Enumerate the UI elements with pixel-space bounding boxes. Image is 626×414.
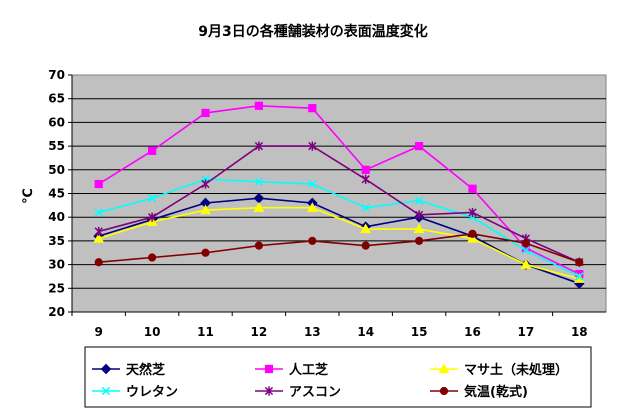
y-tick-label: 60 xyxy=(48,115,65,129)
x-tick-label: 10 xyxy=(144,325,161,339)
legend-label: 天然芝 xyxy=(126,362,165,378)
legend-marker xyxy=(101,386,111,396)
x-tick-label: 9 xyxy=(95,325,103,339)
series-line xyxy=(98,197,580,285)
series-line xyxy=(98,206,580,280)
data-point xyxy=(254,101,264,110)
legend-item: 天然芝 xyxy=(92,362,165,378)
data-point xyxy=(94,208,103,217)
data-point xyxy=(201,179,210,189)
data-point xyxy=(200,204,211,215)
data-point xyxy=(254,177,264,186)
y-tick-label: 70 xyxy=(48,68,65,82)
x-tick-label: 17 xyxy=(518,325,535,339)
y-tick-label: 30 xyxy=(48,258,65,272)
x-tick-label: 16 xyxy=(464,325,481,339)
data-point xyxy=(254,141,264,151)
data-point xyxy=(148,146,157,155)
data-point xyxy=(254,241,263,250)
data-point xyxy=(415,236,424,245)
chart-title: 9月3日の各種舗装材の表面温度変化 xyxy=(198,23,427,40)
data-point xyxy=(94,179,103,189)
series-line xyxy=(98,145,580,263)
data-point xyxy=(306,202,318,212)
y-tick-label: 25 xyxy=(48,281,65,295)
data-point xyxy=(201,248,210,257)
legend-marker xyxy=(438,363,450,374)
series-line xyxy=(98,105,580,275)
series-1 xyxy=(94,101,584,279)
legend-item: マサ土（未処理） xyxy=(430,362,568,378)
x-tick-label: 15 xyxy=(411,325,428,339)
legend-label: アスコン xyxy=(289,385,341,400)
x-tick-label: 12 xyxy=(251,325,268,339)
y-tick-labels: 20 25 30 35 40 45 50 55 60 65 70 xyxy=(48,68,72,319)
data-point xyxy=(414,210,424,220)
data-point xyxy=(147,212,157,222)
x-tick-labels: 9 10 11 12 13 14 15 16 17 18 xyxy=(71,312,588,339)
data-point xyxy=(308,104,317,113)
legend-label: 気温(乾式) xyxy=(464,384,528,400)
gridlines xyxy=(72,98,606,289)
legend-label: ウレタン xyxy=(126,385,178,400)
x-tick-label: 13 xyxy=(304,325,321,339)
legend-marker xyxy=(264,364,274,374)
data-point xyxy=(361,241,370,250)
legend-item: 気温(乾式) xyxy=(430,384,528,400)
legend-item: ウレタン xyxy=(92,385,178,400)
y-tick-label: 35 xyxy=(48,234,65,248)
legend-item: アスコン xyxy=(255,385,341,400)
y-tick-label: 55 xyxy=(48,139,65,153)
legend: 天然芝 人工芝 マサ土（未処理） ウレタン アスコン 気温(乾式) xyxy=(92,362,568,400)
y-tick-label: 65 xyxy=(48,92,65,106)
series-5 xyxy=(94,229,584,267)
data-point xyxy=(147,194,157,203)
legend-marker xyxy=(100,363,112,375)
data-point xyxy=(415,142,424,151)
data-point xyxy=(308,141,317,151)
y-tick-label: 20 xyxy=(48,305,65,319)
data-point xyxy=(93,232,105,243)
data-point xyxy=(308,236,317,245)
data-point xyxy=(467,232,478,243)
data-point xyxy=(148,253,157,262)
data-point xyxy=(575,272,584,281)
data-point xyxy=(361,174,370,184)
y-tick-label: 45 xyxy=(48,187,65,201)
data-point xyxy=(360,223,372,234)
data-point xyxy=(468,207,477,218)
data-point xyxy=(361,203,370,212)
legend-item: 人工芝 xyxy=(255,362,328,378)
data-point xyxy=(94,226,103,237)
x-tick-label: 11 xyxy=(197,325,214,339)
x-tick-label: 14 xyxy=(357,325,374,339)
x-tick-label: 18 xyxy=(571,325,588,339)
data-point xyxy=(575,258,584,267)
data-point xyxy=(468,229,477,238)
y-tick-label: 50 xyxy=(48,163,65,177)
data-point xyxy=(361,165,370,174)
y-tick-label: 40 xyxy=(48,210,65,224)
data-point xyxy=(94,258,103,267)
legend-label: 人工芝 xyxy=(289,362,328,378)
legend-marker xyxy=(439,386,449,396)
data-point xyxy=(521,239,531,248)
legend-marker xyxy=(264,386,274,396)
data-point xyxy=(520,258,532,269)
legend-label: マサ土（未処理） xyxy=(464,362,568,378)
series-group xyxy=(93,101,585,289)
data-point xyxy=(521,246,531,255)
data-point xyxy=(201,108,210,118)
data-point xyxy=(253,202,265,212)
y-axis-label: ℃ xyxy=(21,188,36,204)
series-line xyxy=(98,232,580,264)
series-line xyxy=(98,178,580,278)
data-point xyxy=(308,179,317,189)
series-2 xyxy=(93,202,585,283)
legend-box xyxy=(84,346,592,408)
data-point xyxy=(414,196,424,205)
data-point xyxy=(413,223,425,234)
data-point xyxy=(468,184,477,193)
